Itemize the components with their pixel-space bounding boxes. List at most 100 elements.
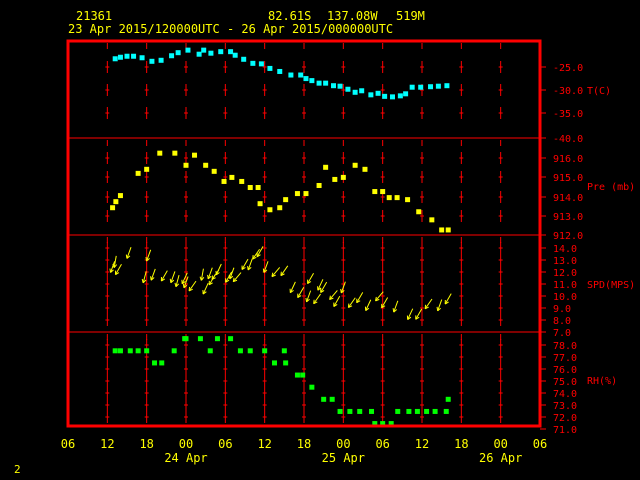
series-label: SPD(MPS) — [587, 280, 635, 291]
wind-arrow-head — [252, 256, 257, 260]
wind-arrow-head — [392, 308, 395, 313]
data-point — [406, 408, 412, 414]
data-point — [208, 50, 214, 56]
wind-arrow-head — [232, 277, 235, 282]
wind-arrow-head — [307, 281, 312, 285]
wind-arrow-head — [365, 307, 370, 312]
wind-arrow — [241, 258, 249, 270]
x-tick-label: 06 — [533, 437, 547, 451]
wind-arrow — [329, 290, 338, 301]
wind-arrow — [150, 268, 156, 281]
wind-arrow — [347, 297, 356, 309]
data-point — [144, 166, 150, 172]
wind-arrow — [364, 299, 372, 312]
wind-arrow — [169, 271, 176, 284]
data-point — [347, 408, 353, 414]
wind-arrow-head — [161, 278, 166, 282]
data-point — [359, 88, 365, 94]
data-point — [418, 84, 424, 90]
series-label: T(C) — [587, 86, 611, 97]
wind-arrow-shaft — [183, 276, 189, 289]
data-point — [321, 396, 327, 402]
wind-arrow — [252, 248, 260, 260]
x-date-label: 24 Apr — [164, 451, 207, 465]
data-point — [267, 65, 273, 71]
data-point — [444, 83, 450, 89]
y-tick-label: 8.0 — [553, 316, 571, 327]
wind-arrow — [436, 299, 443, 312]
wind-arrow — [424, 298, 433, 310]
series-label: RH(%) — [587, 376, 617, 387]
wind-arrow — [333, 295, 341, 307]
y-tick-label: 9.0 — [553, 304, 571, 315]
wind-arrow-head — [141, 278, 144, 284]
data-point — [185, 47, 191, 53]
data-point — [139, 55, 145, 61]
x-tick-label: 06 — [61, 437, 75, 451]
wind-arrow-shaft — [329, 290, 338, 300]
y-tick-label: 76.0 — [553, 365, 577, 376]
wind-arrow — [141, 271, 147, 284]
data-point — [380, 421, 386, 427]
data-point — [112, 56, 118, 62]
wind-arrow — [145, 249, 152, 262]
wind-arrow-shaft — [280, 265, 289, 276]
wind-arrow — [215, 263, 222, 276]
wind-arrow-head — [215, 272, 220, 276]
wind-arrow-shaft — [407, 308, 414, 320]
wind-arrow-shaft — [115, 264, 122, 275]
data-point — [372, 421, 378, 427]
wind-arrow-head — [297, 295, 302, 299]
data-point — [228, 336, 234, 342]
data-point — [281, 348, 287, 354]
y-tick-label: 71.0 — [553, 425, 577, 436]
wind-arrow-shaft — [225, 271, 233, 283]
wind-arrow-shaft — [232, 272, 242, 283]
data-point — [117, 348, 123, 354]
wind-arrow — [199, 268, 205, 281]
wind-arrow — [225, 271, 233, 283]
data-point — [211, 168, 217, 174]
data-point — [309, 78, 315, 84]
wind-arrow-head — [229, 275, 234, 280]
data-point — [214, 336, 220, 342]
data-point — [192, 152, 198, 158]
x-tick-label: 00 — [336, 437, 350, 451]
data-point — [272, 360, 277, 366]
x-tick-label: 06 — [218, 437, 232, 451]
data-point — [386, 195, 392, 201]
wind-arrow-head — [333, 304, 338, 307]
y-tick-label: 77.0 — [553, 353, 577, 364]
data-point — [303, 191, 309, 197]
data-point — [197, 336, 203, 342]
data-point — [228, 49, 234, 55]
wind-arrow-head — [329, 297, 334, 301]
data-point — [375, 90, 381, 96]
wind-arrow — [262, 261, 269, 273]
data-point — [298, 72, 304, 78]
wind-arrow — [320, 281, 328, 293]
wind-arrow — [207, 267, 213, 280]
data-point — [288, 72, 294, 78]
data-point — [237, 348, 243, 354]
wind-arrow — [406, 308, 414, 320]
wind-arrow-shaft — [188, 280, 197, 292]
tick-marks — [105, 43, 546, 430]
wind-arrow-head — [437, 307, 441, 312]
data-point — [428, 84, 434, 90]
x-tick-label: 06 — [375, 437, 389, 451]
wind-arrow — [289, 281, 296, 294]
wind-arrow — [392, 300, 399, 313]
wind-arrow-head — [436, 306, 439, 311]
wind-arrow-head — [290, 289, 294, 294]
data-point — [309, 384, 315, 390]
wind-arrow-head — [444, 301, 449, 305]
data-point — [277, 205, 283, 211]
y-tick-label: 74.0 — [553, 389, 577, 400]
data-point — [201, 47, 207, 53]
data-point — [183, 336, 189, 342]
wind-arrow-head — [110, 269, 114, 273]
data-point — [332, 176, 338, 182]
y-tick-label: 916.0 — [553, 154, 583, 165]
wind-arrow-head — [208, 282, 213, 286]
